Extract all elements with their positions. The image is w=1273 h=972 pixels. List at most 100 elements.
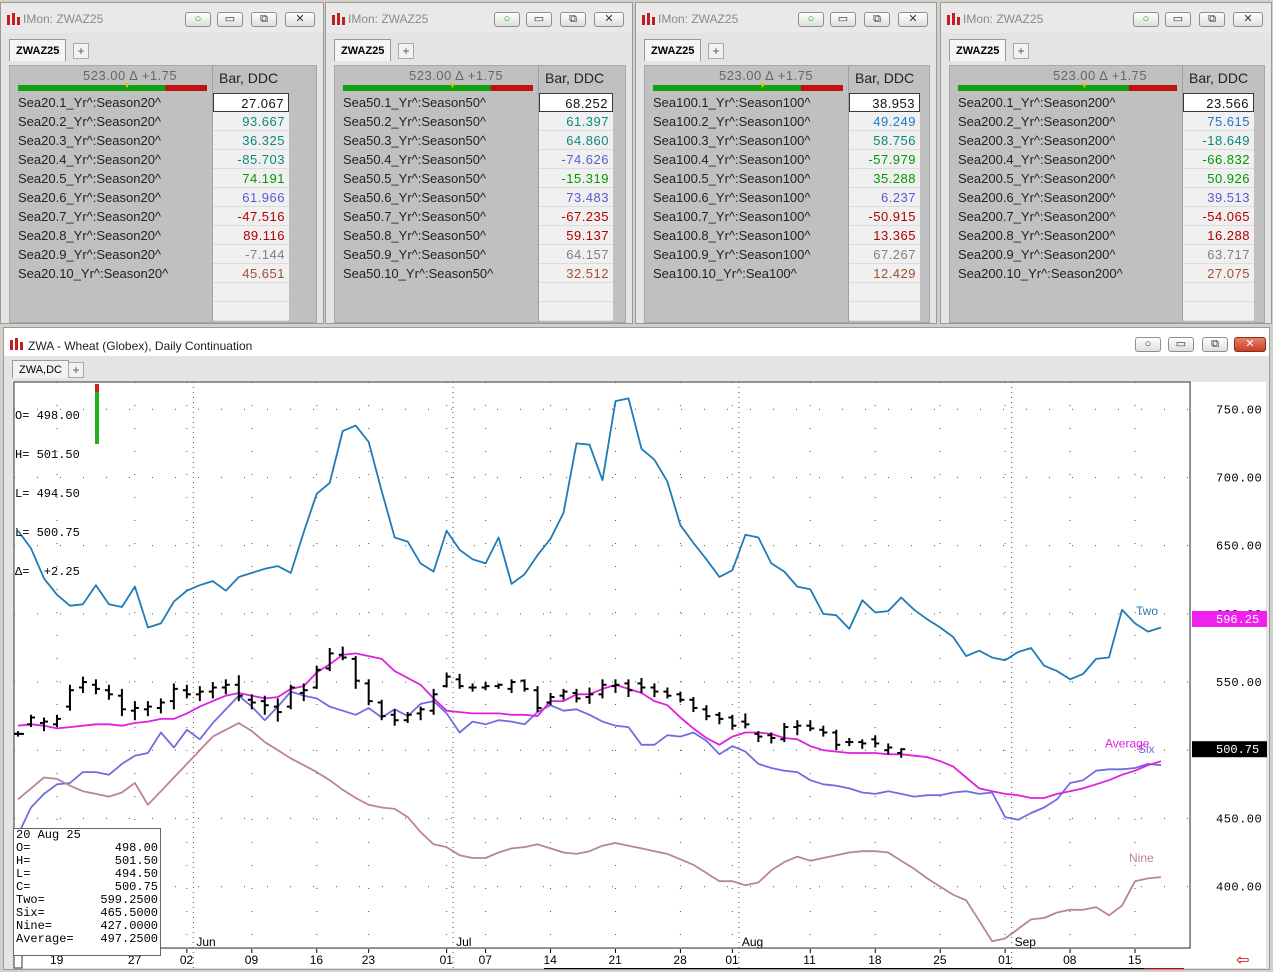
monitor-row[interactable]: Sea200.5_Yr^:Season200^ 50.926 [950,169,1264,188]
study-value-cell[interactable]: -15.319 [539,169,613,188]
minimize-button[interactable]: ▭ [217,12,243,27]
price-axis[interactable] [1191,382,1266,960]
study-value-cell[interactable]: 35.288 [849,169,920,188]
study-value-cell[interactable]: 68.252 [539,93,613,112]
monitor-row[interactable]: Sea50.6_Yr^:Season50^ 73.483 [335,188,625,207]
monitor-row[interactable]: Sea50.3_Yr^:Season50^ 64.860 [335,131,625,150]
link-button[interactable]: ○ [798,12,824,27]
monitor-row[interactable]: Sea200.4_Yr^:Season200^ -66.832 [950,150,1264,169]
monitor-row[interactable]: Sea200.2_Yr^:Season200^ 75.615 [950,112,1264,131]
monitor-row[interactable]: Sea100.3_Yr^:Season100^ 58.756 [645,131,929,150]
study-value-cell[interactable]: -85.703 [213,150,289,169]
add-tab-button[interactable]: + [68,362,84,378]
monitor-titlebar[interactable]: IMon: ZWAZ25 ○ ▭ ⧉ ✕ [1,3,323,33]
maximize-button[interactable]: ⧉ [1202,337,1228,352]
add-tab-button[interactable]: + [708,43,724,59]
monitor-row[interactable]: Sea50.4_Yr^:Season50^ -74.626 [335,150,625,169]
monitor-row[interactable]: Sea100.4_Yr^:Season100^ -57.979 [645,150,929,169]
study-value-cell[interactable]: -50.915 [849,207,920,226]
monitor-titlebar[interactable]: IMon: ZWAZ25 ○ ▭ ⧉ ✕ [636,3,936,33]
maximize-button[interactable]: ⧉ [864,12,890,27]
close-button[interactable]: ✕ [898,12,928,27]
monitor-row[interactable]: Sea200.6_Yr^:Season200^ 39.513 [950,188,1264,207]
maximize-button[interactable]: ⧉ [560,12,586,27]
study-value-cell[interactable]: 64.157 [539,245,613,264]
monitor-row[interactable]: Sea20.5_Yr^:Season20^ 74.191 [10,169,316,188]
tab-symbol[interactable]: ZWAZ25 [9,39,67,61]
monitor-row[interactable]: Sea100.2_Yr^:Season100^ 49.249 [645,112,929,131]
monitor-row[interactable]: Sea200.7_Yr^:Season200^ -54.065 [950,207,1264,226]
monitor-row[interactable]: Sea50.8_Yr^:Season50^ 59.137 [335,226,625,245]
study-value-cell[interactable]: 39.513 [1183,188,1254,207]
nine-line[interactable] [17,722,1162,943]
monitor-grid[interactable]: 523.00 Δ +1.75 ▼ Bar, DDC Sea50.1_Yr^:Seaso… [334,65,626,323]
monitor-row[interactable]: Sea100.5_Yr^:Season100^ 35.288 [645,169,929,188]
price-chart[interactable]: 400.00450.00500.00550.00600.00650.00700.… [4,328,1269,969]
link-button[interactable]: ○ [494,12,520,27]
scroll-left-handle[interactable] [13,953,23,969]
study-value-cell[interactable]: -18.649 [1183,131,1254,150]
study-value-cell[interactable]: 32.512 [539,264,613,283]
monitor-row[interactable]: Sea50.5_Yr^:Season50^ -15.319 [335,169,625,188]
monitor-row[interactable]: Sea20.10_Yr^:Season20^ 45.651 [10,264,316,283]
monitor-row[interactable]: Sea200.1_Yr^:Season200^ 23.566 [950,93,1264,112]
study-value-cell[interactable]: 36.325 [213,131,289,150]
column-header[interactable]: Bar, DDC [219,70,279,86]
close-button[interactable]: ✕ [1233,12,1263,27]
column-header[interactable]: Bar, DDC [855,70,915,86]
study-value-cell[interactable]: 23.566 [1183,93,1254,112]
study-value-cell[interactable]: 63.717 [1183,245,1254,264]
monitor-row[interactable]: Sea100.8_Yr^:Season100^ 13.365 [645,226,929,245]
study-value-cell[interactable]: 49.249 [849,112,920,131]
monitor-row[interactable]: Sea50.2_Yr^:Season50^ 61.397 [335,112,625,131]
link-button[interactable]: ○ [185,12,211,27]
monitor-row[interactable]: Sea20.3_Yr^:Season20^ 36.325 [10,131,316,150]
study-value-cell[interactable]: 12.429 [849,264,920,283]
minimize-button[interactable]: ▭ [1165,12,1191,27]
study-value-cell[interactable]: -74.626 [539,150,613,169]
study-value-cell[interactable]: -67.235 [539,207,613,226]
study-value-cell[interactable]: 61.966 [213,188,289,207]
study-value-cell[interactable]: -7.144 [213,245,289,264]
study-value-cell[interactable]: 27.075 [1183,264,1254,283]
study-value-cell[interactable]: 61.397 [539,112,613,131]
study-value-cell[interactable]: -66.832 [1183,150,1254,169]
add-tab-button[interactable]: + [398,43,414,59]
monitor-row[interactable]: Sea200.9_Yr^:Season200^ 63.717 [950,245,1264,264]
monitor-row[interactable]: Sea100.10_Yr^:Sea100^ 12.429 [645,264,929,283]
monitor-row[interactable]: Sea50.1_Yr^:Season50^ 68.252 [335,93,625,112]
column-header[interactable]: Bar, DDC [545,70,605,86]
study-value-cell[interactable]: 6.237 [849,188,920,207]
monitor-row[interactable]: Sea20.6_Yr^:Season20^ 61.966 [10,188,316,207]
time-scrollbar-thumb[interactable] [544,968,1184,969]
monitor-row[interactable]: Sea20.2_Yr^:Season20^ 93.667 [10,112,316,131]
tab-symbol[interactable]: ZWAZ25 [644,39,702,61]
study-value-cell[interactable]: -47.516 [213,207,289,226]
monitor-row[interactable]: Sea50.7_Yr^:Season50^ -67.235 [335,207,625,226]
monitor-row[interactable]: Sea100.7_Yr^:Season100^ -50.915 [645,207,929,226]
tab-symbol[interactable]: ZWAZ25 [949,39,1007,61]
monitor-row[interactable]: Sea20.4_Yr^:Season20^ -85.703 [10,150,316,169]
study-value-cell[interactable]: 89.116 [213,226,289,245]
study-value-cell[interactable]: 16.288 [1183,226,1254,245]
minimize-button[interactable]: ▭ [526,12,552,27]
monitor-row[interactable]: Sea20.9_Yr^:Season20^ -7.144 [10,245,316,264]
minimize-button[interactable]: ▭ [1168,337,1194,352]
plot-area[interactable] [13,381,1191,949]
close-button[interactable]: ✕ [285,12,315,27]
monitor-row[interactable]: Sea200.10_Yr^:Season200^ 27.075 [950,264,1264,283]
monitor-grid[interactable]: 523.00 Δ +1.75 ▼ Bar, DDC Sea200.1_Yr^:Seas… [949,65,1265,323]
monitor-row[interactable]: Sea100.1_Yr^:Season100^ 38.953 [645,93,929,112]
study-value-cell[interactable]: -57.979 [849,150,920,169]
monitor-row[interactable]: Sea50.10_Yr^:Season50^ 32.512 [335,264,625,283]
monitor-row[interactable]: Sea100.9_Yr^:Season100^ 67.267 [645,245,929,264]
study-value-cell[interactable]: 45.651 [213,264,289,283]
monitor-row[interactable]: Sea200.3_Yr^:Season200^ -18.649 [950,131,1264,150]
study-value-cell[interactable]: 27.067 [213,93,289,112]
link-button[interactable]: ○ [1133,12,1159,27]
monitor-grid[interactable]: 523.00 Δ +1.75 ▼ Bar, DDC Sea100.1_Yr^:Seas… [644,65,930,323]
go-to-latest-icon[interactable]: ⇦ [1236,950,1249,969]
two-line[interactable] [17,397,1162,681]
time-axis[interactable] [14,949,1266,969]
monitor-row[interactable]: Sea100.6_Yr^:Season100^ 6.237 [645,188,929,207]
